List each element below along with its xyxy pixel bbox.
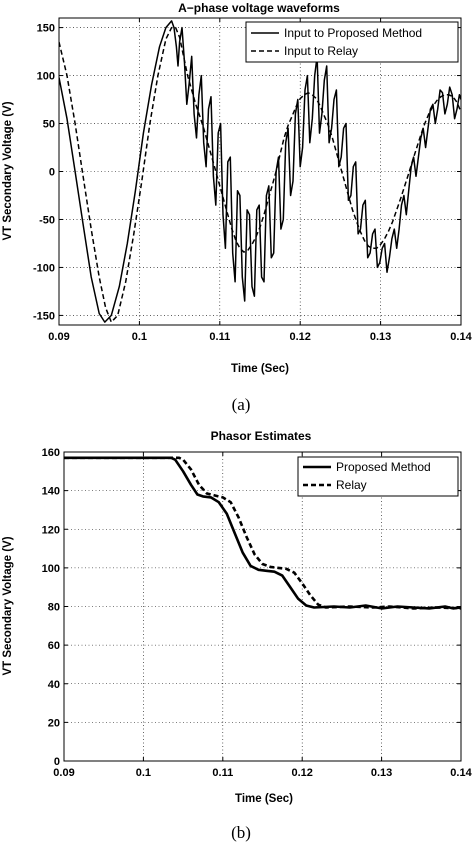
chart-a-ticks: 0.09 0.1 0.11 0.12 0.13 0.14 150 100 50 0 -50 -100 -… bbox=[33, 18, 473, 343]
chart-b-ytick-label-6: 40 bbox=[48, 679, 60, 691]
chart-a-xlabel: Time (Sec) bbox=[231, 363, 289, 375]
chart-b-legend: Proposed Method Relay bbox=[297, 456, 459, 497]
chart-b-ytick-label-3: 100 bbox=[42, 563, 60, 575]
chart-a-ylabel: VT Secondary Voltage (V) bbox=[2, 101, 14, 240]
chart-a-xtick-label-2: 0.11 bbox=[209, 331, 230, 343]
chart-b-xlabel: Time (Sec) bbox=[235, 793, 293, 805]
chart-b-xtick-label-1: 0.1 bbox=[136, 767, 151, 779]
chart-a-ytick-label-4: -50 bbox=[39, 214, 55, 226]
chart-b-legend-label-proposed: Proposed Method bbox=[336, 460, 431, 474]
chart-b-series-relay-line bbox=[64, 456, 461, 610]
chart-b-xtick-label-2: 0.11 bbox=[212, 767, 233, 779]
chart-b-series-group bbox=[64, 456, 461, 610]
chart-a: A−phase voltage waveforms 0.09 0.1 0.11 0.1… bbox=[2, 1, 473, 414]
chart-b-title: Phasor Estimates bbox=[211, 429, 312, 443]
chart-a-legend-box bbox=[245, 21, 459, 63]
chart-b-legend-label-relay: Relay bbox=[336, 478, 367, 492]
chart-b-ytick-label-0: 160 bbox=[42, 447, 60, 459]
chart-a-series-group bbox=[59, 20, 461, 323]
chart-a-ytick-label-3: 0 bbox=[49, 167, 55, 179]
chart-b-xtick-label-4: 0.13 bbox=[371, 767, 392, 779]
chart-a-xtick-label-1: 0.1 bbox=[132, 331, 147, 343]
chart-a-series-proposed-line bbox=[59, 20, 461, 323]
chart-a-xtick-label-3: 0.12 bbox=[289, 331, 310, 343]
chart-a-ytick-label-6: -150 bbox=[33, 310, 55, 322]
chart-a-legend-label-relay: Input to Relay bbox=[284, 44, 358, 58]
chart-b-ytick-label-7: 20 bbox=[48, 717, 60, 729]
chart-a-ytick-label-5: -100 bbox=[33, 262, 55, 274]
chart-b-legend-box bbox=[297, 456, 459, 497]
chart-b-caption: (b) bbox=[231, 823, 251, 842]
chart-b: Phasor Estimates 0.09 0.1 0.11 0.12 0.13 0.14… bbox=[2, 429, 473, 842]
chart-a-legend: Input to Proposed Method Input to Relay bbox=[245, 21, 459, 63]
chart-a-ytick-label-0: 150 bbox=[37, 23, 55, 35]
chart-b-xtick-label-5: 0.14 bbox=[450, 767, 472, 779]
chart-a-xtick-label-0: 0.09 bbox=[48, 331, 69, 343]
chart-b-ytick-label-8: 0 bbox=[54, 756, 60, 768]
chart-a-series-relay-line bbox=[59, 26, 461, 323]
chart-b-xtick-label-0: 0.09 bbox=[53, 767, 74, 779]
chart-a-ytick-label-2: 50 bbox=[43, 119, 55, 131]
chart-a-title: A−phase voltage waveforms bbox=[178, 1, 340, 15]
chart-b-ytick-label-5: 60 bbox=[48, 640, 60, 652]
chart-a-grid bbox=[59, 18, 461, 325]
chart-a-xtick-label-5: 0.14 bbox=[450, 331, 472, 343]
chart-a-legend-label-proposed: Input to Proposed Method bbox=[284, 26, 422, 40]
chart-a-ytick-label-1: 100 bbox=[37, 71, 55, 83]
chart-b-xtick-label-3: 0.12 bbox=[291, 767, 312, 779]
chart-b-ytick-label-4: 80 bbox=[48, 602, 60, 614]
chart-b-ytick-label-1: 140 bbox=[42, 486, 60, 498]
chart-a-caption: (a) bbox=[232, 395, 251, 414]
chart-b-ticks: 0.09 0.1 0.11 0.12 0.13 0.14 160 140 120 100 80 60 4… bbox=[42, 447, 473, 779]
chart-b-ylabel: VT Secondary Voltage (V) bbox=[2, 536, 14, 675]
chart-a-xtick-label-4: 0.13 bbox=[370, 331, 391, 343]
chart-b-ytick-label-2: 120 bbox=[42, 524, 60, 536]
chart-b-series-proposed-line bbox=[64, 456, 461, 610]
